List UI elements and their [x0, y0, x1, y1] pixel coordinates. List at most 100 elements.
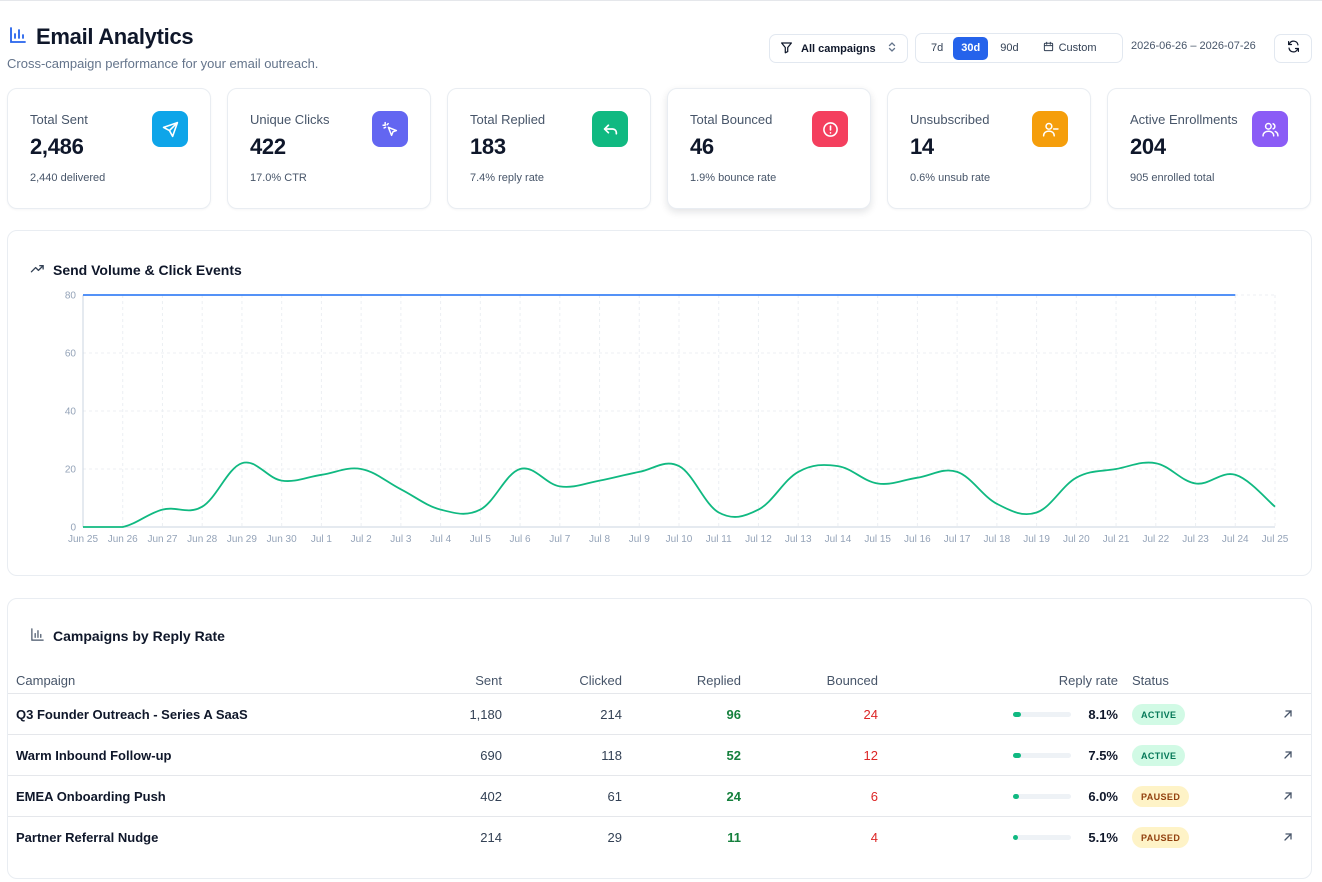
- table-row[interactable]: Warm Inbound Follow-up 690 118 52 12 7.5…: [8, 735, 1311, 776]
- clicked-cell: 61: [607, 789, 622, 804]
- replied-cell: 96: [726, 707, 741, 722]
- external-link-icon[interactable]: [1281, 789, 1295, 803]
- bounced-cell: 6: [870, 789, 878, 804]
- x-tick-label: Jul 19: [1023, 534, 1050, 545]
- table-row[interactable]: Partner Referral Nudge 214 29 11 4 5.1% …: [8, 817, 1311, 858]
- x-tick-label: Jun 29: [227, 534, 257, 545]
- sent-cell: 214: [480, 830, 502, 845]
- kpi-subtext: 905 enrolled total: [1130, 172, 1215, 184]
- status-badge: PAUSED: [1132, 827, 1190, 848]
- kpi-value: 422: [250, 134, 286, 159]
- x-tick-label: Jul 6: [510, 534, 532, 545]
- campaign-filter-label: All campaigns: [801, 42, 876, 55]
- y-tick-label: 0: [70, 523, 76, 534]
- replied-cell: 11: [727, 830, 741, 845]
- chart-title-text: Send Volume & Click Events: [53, 262, 242, 278]
- x-tick-label: Jul 4: [430, 534, 452, 545]
- chart-title: Send Volume & Click Events: [30, 261, 242, 279]
- table-row[interactable]: Q3 Founder Outreach - Series A SaaS 1,18…: [8, 694, 1311, 735]
- kpi-card-total-replied: Total Replied 183 7.4% reply rate: [447, 88, 651, 209]
- x-tick-label: Jul 22: [1142, 534, 1169, 545]
- col-replied[interactable]: Replied: [696, 673, 741, 688]
- x-tick-label: Jul 5: [470, 534, 492, 545]
- external-link-icon[interactable]: [1281, 830, 1295, 844]
- col-campaign[interactable]: Campaign: [16, 673, 76, 688]
- external-link-icon[interactable]: [1281, 707, 1295, 721]
- reply-rate-bar-fill: [1013, 835, 1019, 840]
- kpi-label: Unsubscribed: [910, 112, 990, 127]
- page-subtitle: Cross-campaign performance for your emai…: [7, 56, 319, 71]
- kpi-subtext: 0.6% unsub rate: [910, 172, 991, 184]
- campaign-name[interactable]: Partner Referral Nudge: [16, 830, 159, 845]
- filter-icon: [780, 41, 793, 57]
- table-title-text: Campaigns by Reply Rate: [53, 628, 225, 644]
- kpi-label: Total Replied: [470, 112, 546, 127]
- x-tick-label: Jun 26: [108, 534, 138, 545]
- col-reply-rate[interactable]: Reply rate: [1058, 673, 1118, 688]
- kpi-value: 46: [690, 134, 714, 159]
- reply-rate-bar: [1013, 712, 1071, 717]
- trending-up-icon: [30, 261, 45, 279]
- range-90d-button[interactable]: 90d: [1000, 42, 1019, 54]
- kpi-card-active-enrollments: Active Enrollments 204 905 enrolled tota…: [1107, 88, 1311, 209]
- x-tick-label: Jul 17: [944, 534, 971, 545]
- campaign-name[interactable]: EMEA Onboarding Push: [16, 789, 166, 804]
- x-tick-label: Jul 3: [390, 534, 412, 545]
- external-link-icon[interactable]: [1281, 748, 1295, 762]
- kpi-card-total-sent: Total Sent 2,486 2,440 delivered: [7, 88, 211, 209]
- alert-circle-icon: [812, 111, 848, 147]
- col-bounced[interactable]: Bounced: [826, 673, 878, 688]
- table-title: Campaigns by Reply Rate: [30, 627, 225, 645]
- x-tick-label: Jul 18: [984, 534, 1011, 545]
- x-tick-label: Jun 28: [187, 534, 217, 545]
- refresh-button[interactable]: [1274, 34, 1312, 63]
- x-tick-label: Jul 21: [1103, 534, 1130, 545]
- x-tick-label: Jul 12: [745, 534, 772, 545]
- series-line-2: [83, 461, 1276, 528]
- line-chart: 0 20 40 60 80 Jun 25 Jun 26 Jun 27 Jun 28 Jun 29 J…: [65, 291, 1289, 546]
- clicked-cell: 214: [600, 707, 622, 722]
- reply-rate-cell: 6.0%: [1088, 789, 1118, 804]
- custom-range-label: Custom: [1058, 42, 1097, 54]
- top-border: [0, 0, 1322, 1]
- kpi-value: 2,486: [30, 134, 84, 159]
- x-tick-label: Jul 8: [589, 534, 611, 545]
- x-tick-label: Jul 9: [629, 534, 651, 545]
- sent-cell: 1,180: [469, 707, 502, 722]
- kpi-subtext: 17.0% CTR: [250, 172, 307, 184]
- sent-cell: 690: [480, 748, 502, 763]
- reply-rate-bar: [1013, 835, 1071, 840]
- users-icon: [1252, 111, 1288, 147]
- range-custom-button[interactable]: Custom: [1035, 37, 1105, 60]
- table-row[interactable]: EMEA Onboarding Push 402 61 24 6 6.0% PA…: [8, 776, 1311, 817]
- campaign-name[interactable]: Warm Inbound Follow-up: [16, 748, 172, 763]
- replied-cell: 24: [726, 789, 741, 804]
- x-tick-label: Jul 15: [864, 534, 891, 545]
- y-tick-label: 60: [65, 349, 77, 360]
- bounced-cell: 4: [870, 830, 878, 845]
- bounced-cell: 24: [863, 707, 878, 722]
- kpi-subtext: 1.9% bounce rate: [690, 172, 777, 184]
- bounced-cell: 12: [863, 748, 878, 763]
- table-header: Campaign Sent Clicked Replied Bounced Re…: [8, 667, 1311, 694]
- x-tick-label: Jul 11: [706, 534, 732, 545]
- campaign-filter-select[interactable]: All campaigns: [769, 34, 908, 63]
- reply-rate-bar: [1013, 794, 1071, 799]
- x-tick-label: Jul 10: [666, 534, 693, 545]
- col-clicked[interactable]: Clicked: [579, 673, 622, 688]
- col-status[interactable]: Status: [1132, 673, 1169, 688]
- x-tick-label: Jun 25: [68, 534, 98, 545]
- sent-cell: 402: [480, 789, 502, 804]
- campaigns-table-panel: Campaigns by Reply Rate Campaign Sent Cl…: [7, 598, 1312, 879]
- clicked-cell: 118: [601, 748, 622, 763]
- range-30d-button[interactable]: 30d: [953, 36, 989, 60]
- reply-rate-bar-fill: [1013, 794, 1019, 799]
- kpi-subtext: 7.4% reply rate: [470, 172, 544, 184]
- range-7d-button[interactable]: 7d: [931, 42, 944, 54]
- reply-rate-bar-fill: [1013, 753, 1021, 758]
- col-sent[interactable]: Sent: [475, 673, 502, 688]
- campaign-name[interactable]: Q3 Founder Outreach - Series A SaaS: [16, 707, 248, 722]
- reply-icon: [592, 111, 628, 147]
- reply-rate-cell: 7.5%: [1088, 748, 1118, 763]
- x-tick-label: Jun 30: [267, 534, 297, 545]
